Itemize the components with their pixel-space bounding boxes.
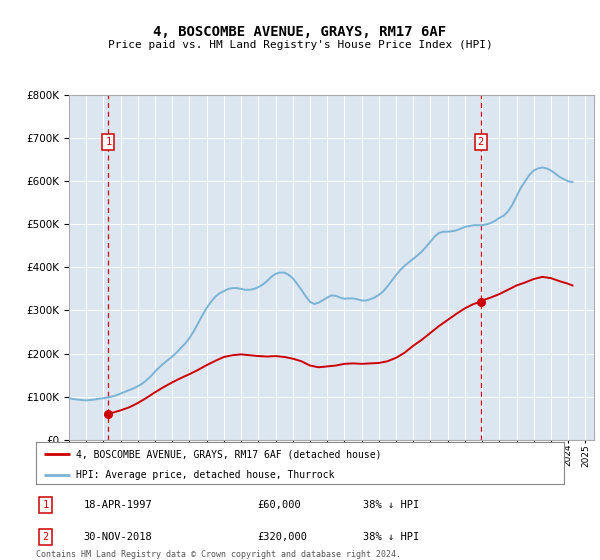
Text: 1: 1 [43,500,49,510]
Text: 4, BOSCOMBE AVENUE, GRAYS, RM17 6AF (detached house): 4, BOSCOMBE AVENUE, GRAYS, RM17 6AF (det… [76,449,381,459]
Text: 18-APR-1997: 18-APR-1997 [83,500,152,510]
Text: 1: 1 [105,137,112,147]
Text: 2: 2 [43,532,49,542]
Text: 4, BOSCOMBE AVENUE, GRAYS, RM17 6AF: 4, BOSCOMBE AVENUE, GRAYS, RM17 6AF [154,25,446,39]
Text: 38% ↓ HPI: 38% ↓ HPI [364,500,419,510]
Text: £320,000: £320,000 [258,532,308,542]
Text: HPI: Average price, detached house, Thurrock: HPI: Average price, detached house, Thur… [76,470,334,480]
Text: 38% ↓ HPI: 38% ↓ HPI [364,532,419,542]
Text: Contains HM Land Registry data © Crown copyright and database right 2024.
This d: Contains HM Land Registry data © Crown c… [36,550,401,560]
Text: Price paid vs. HM Land Registry's House Price Index (HPI): Price paid vs. HM Land Registry's House … [107,40,493,50]
Text: 2: 2 [478,137,484,147]
Text: 30-NOV-2018: 30-NOV-2018 [83,532,152,542]
Text: £60,000: £60,000 [258,500,302,510]
